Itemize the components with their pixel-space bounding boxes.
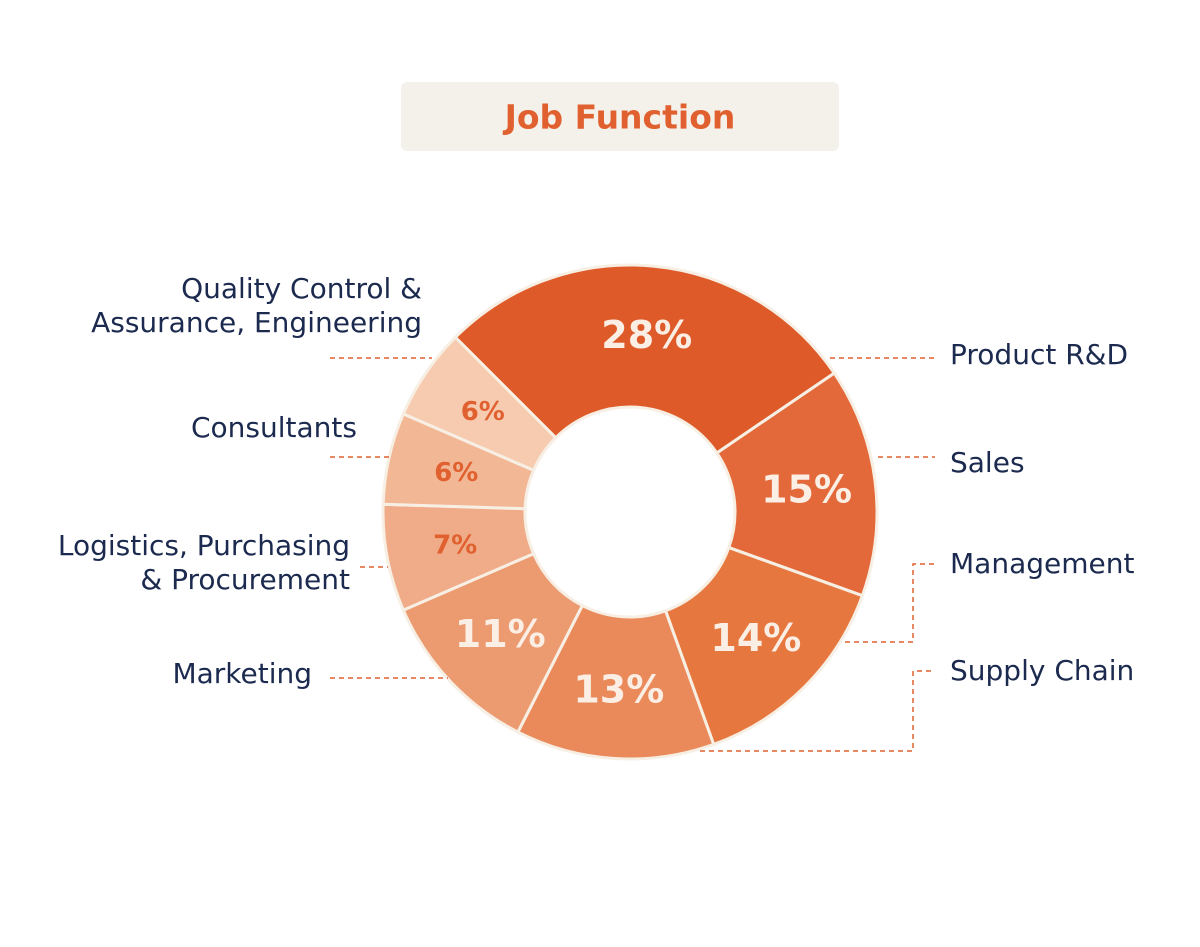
category-label: Supply Chain (950, 654, 1135, 687)
chart-title: Job Function (503, 98, 736, 137)
value-label: 7% (433, 530, 477, 560)
leader-line (845, 563, 935, 643)
donut-segment (714, 371, 879, 598)
donut-segment (663, 545, 865, 747)
category-label: Consultants (191, 411, 357, 444)
title-box (401, 82, 839, 151)
category-label: Sales (950, 446, 1025, 479)
category-label: Product R&D (950, 338, 1129, 371)
leader-line (700, 670, 935, 752)
value-label: 13% (573, 668, 664, 712)
category-label: Marketing (172, 657, 312, 690)
value-label: 6% (434, 458, 478, 488)
category-label: Management (950, 547, 1135, 580)
donut-segment (401, 551, 585, 735)
value-label: 14% (710, 616, 801, 660)
category-label: Logistics, Purchasing & Procurement (57, 529, 350, 596)
category-label: Quality Control & Assurance, Engineering (91, 272, 422, 339)
value-label: 15% (761, 468, 852, 512)
value-label: 28% (601, 313, 692, 357)
donut-segment (453, 263, 837, 456)
value-label: 11% (455, 612, 546, 656)
donut-segment (515, 603, 716, 761)
donut-segment (401, 335, 558, 473)
value-label: 6% (461, 397, 505, 427)
